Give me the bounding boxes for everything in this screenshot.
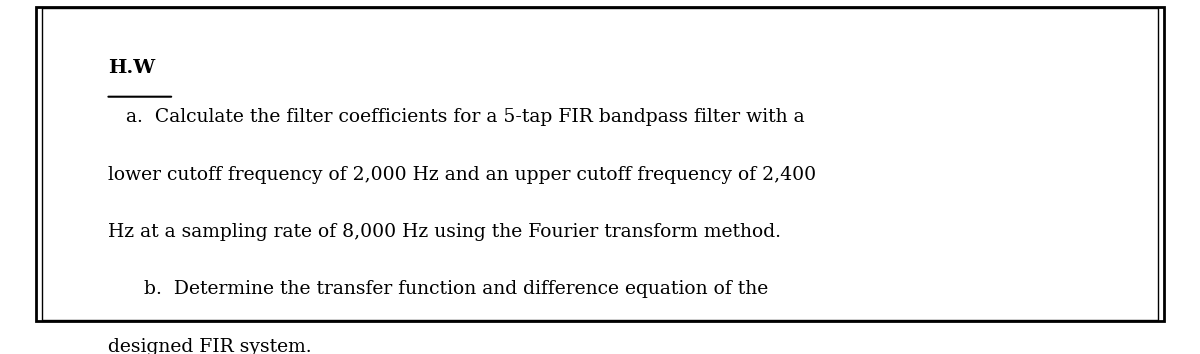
- Text: a.  Calculate the filter coefficients for a 5-tap FIR bandpass filter with a: a. Calculate the filter coefficients for…: [108, 108, 805, 126]
- Text: designed FIR system.: designed FIR system.: [108, 338, 312, 354]
- Text: lower cutoff frequency of 2,000 Hz and an upper cutoff frequency of 2,400: lower cutoff frequency of 2,000 Hz and a…: [108, 166, 816, 184]
- Text: Hz at a sampling rate of 8,000 Hz using the Fourier transform method.: Hz at a sampling rate of 8,000 Hz using …: [108, 223, 781, 241]
- Text: b.  Determine the transfer function and difference equation of the: b. Determine the transfer function and d…: [108, 280, 768, 298]
- Text: H.W: H.W: [108, 59, 155, 77]
